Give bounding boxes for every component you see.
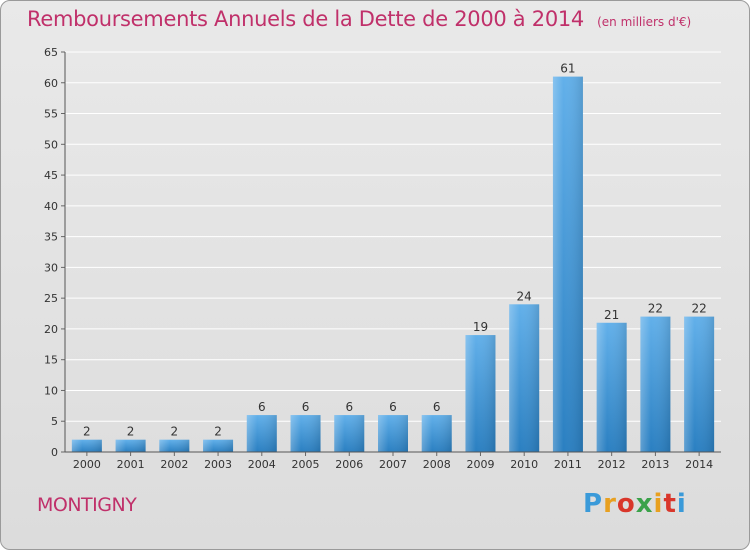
bar-value-label: 2 xyxy=(171,425,179,439)
bar-shade xyxy=(290,415,321,452)
logo-letter: t xyxy=(663,489,677,519)
proxiti-logo: Proxiti xyxy=(583,489,687,519)
bar-shade xyxy=(71,439,102,452)
bar-value-label: 22 xyxy=(691,302,706,316)
y-tick-label: 25 xyxy=(44,292,58,305)
y-tick-label: 35 xyxy=(44,231,58,244)
y-tick-label: 0 xyxy=(51,446,58,459)
bar-shade xyxy=(596,322,627,452)
y-tick-label: 65 xyxy=(44,46,58,59)
y-tick-label: 5 xyxy=(51,415,58,428)
x-tick-label: 2000 xyxy=(73,458,101,471)
x-tick-label: 2012 xyxy=(598,458,626,471)
logo-letter: P xyxy=(583,489,604,519)
bar-shade xyxy=(552,76,583,452)
chart-title: Remboursements Annuels de la Dette de 20… xyxy=(27,7,584,31)
logo-letter: o xyxy=(616,489,636,519)
chart-unit-note: (en milliers d'€) xyxy=(597,15,692,29)
bar-value-label: 22 xyxy=(648,302,663,316)
bar-shade xyxy=(684,316,715,452)
y-tick-label: 50 xyxy=(44,138,58,151)
bar-value-label: 19 xyxy=(473,320,488,334)
bar-shade xyxy=(203,439,234,452)
x-tick-label: 2002 xyxy=(160,458,188,471)
bar-value-label: 24 xyxy=(517,289,532,303)
y-tick-label: 20 xyxy=(44,323,58,336)
bar-value-label: 6 xyxy=(433,400,441,414)
bar-value-label: 2 xyxy=(83,425,91,439)
x-tick-label: 2004 xyxy=(248,458,276,471)
bar-shade xyxy=(115,439,146,452)
x-tick-label: 2008 xyxy=(423,458,451,471)
y-tick-label: 45 xyxy=(44,169,58,182)
x-tick-label: 2010 xyxy=(510,458,538,471)
logo-letter: i xyxy=(676,489,687,519)
x-tick-label: 2011 xyxy=(554,458,582,471)
bar-value-label: 61 xyxy=(560,62,575,76)
y-tick-label: 60 xyxy=(44,77,58,90)
y-tick-label: 15 xyxy=(44,354,58,367)
bar-value-label: 6 xyxy=(345,400,353,414)
y-tick-label: 40 xyxy=(44,200,58,213)
bar-shade xyxy=(378,415,408,452)
x-tick-label: 2005 xyxy=(292,458,320,471)
x-tick-label: 2013 xyxy=(641,458,669,471)
x-tick-label: 2007 xyxy=(379,458,407,471)
x-tick-label: 2006 xyxy=(335,458,363,471)
bar-value-label: 2 xyxy=(127,425,135,439)
y-tick-label: 10 xyxy=(44,384,58,397)
y-tick-label: 55 xyxy=(44,108,58,121)
x-tick-label: 2001 xyxy=(117,458,145,471)
logo-letter: x xyxy=(635,489,654,519)
bar-value-label: 21 xyxy=(604,308,619,322)
bar-shade xyxy=(509,304,540,452)
y-tick-label: 30 xyxy=(44,261,58,274)
x-tick-label: 2014 xyxy=(685,458,713,471)
bar-value-label: 6 xyxy=(302,400,310,414)
logo-letter: i xyxy=(653,489,664,519)
bar-shade xyxy=(465,335,496,452)
bar-shade xyxy=(640,316,671,452)
logo-letter: r xyxy=(603,489,617,519)
x-tick-label: 2009 xyxy=(466,458,494,471)
town-name: MONTIGNY xyxy=(37,494,137,516)
bar-shade xyxy=(334,415,365,452)
bar-shade xyxy=(421,415,452,452)
bar-value-label: 2 xyxy=(214,425,222,439)
x-tick-label: 2003 xyxy=(204,458,232,471)
bar-value-label: 6 xyxy=(258,400,266,414)
bar-value-label: 6 xyxy=(389,400,397,414)
bar-shade xyxy=(246,415,277,452)
bar-shade xyxy=(159,439,190,452)
chart-title-block: Remboursements Annuels de la Dette de 20… xyxy=(27,7,691,31)
